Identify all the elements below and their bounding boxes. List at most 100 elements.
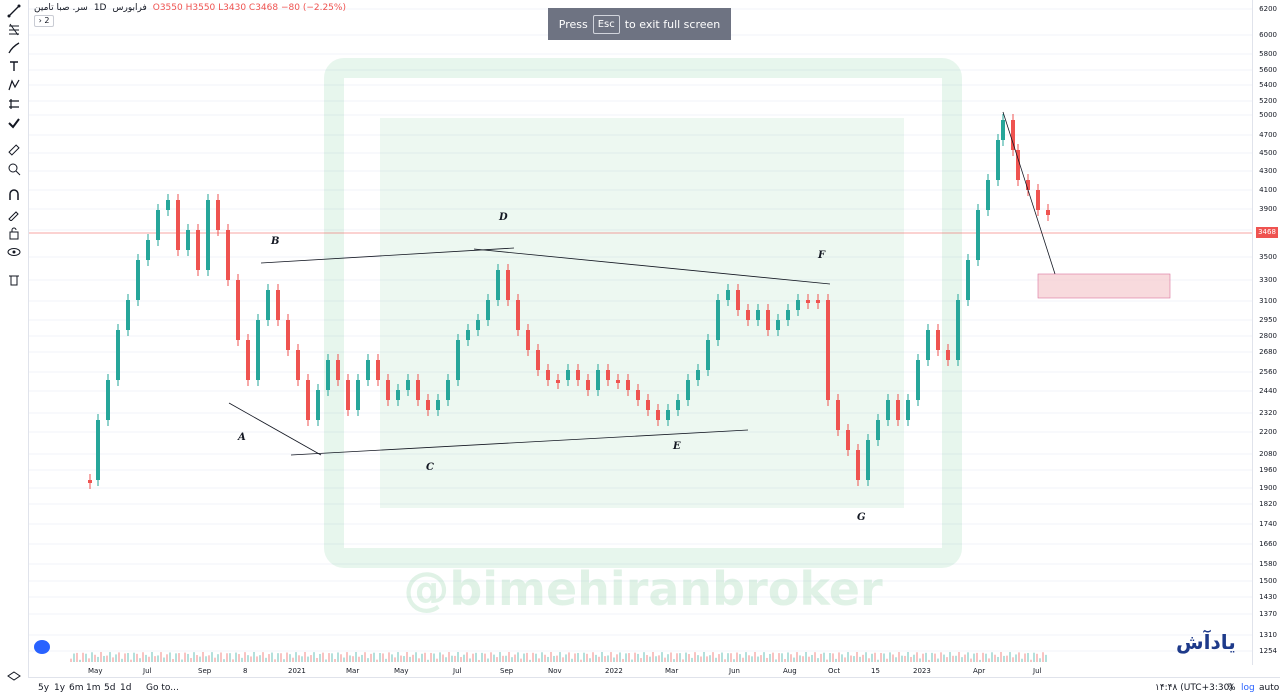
volume-bar: [373, 652, 375, 662]
volume-bar: [310, 655, 312, 662]
y-tick-label: 3100: [1259, 297, 1277, 305]
volume-bar: [604, 656, 606, 662]
volume-bar: [403, 656, 405, 662]
chart-area[interactable]: @bimehiranbroker A B C D E F G: [28, 0, 1252, 665]
candle-body: [266, 290, 270, 320]
pattern-label: C: [426, 462, 434, 473]
log-toggle[interactable]: log: [1241, 683, 1255, 693]
check-icon[interactable]: [4, 114, 24, 132]
trend-line-icon[interactable]: [4, 2, 24, 20]
candle-body: [866, 440, 870, 480]
interval[interactable]: 1D: [93, 3, 107, 13]
volume-bar: [535, 653, 537, 662]
candle-body: [376, 360, 380, 380]
volume-bar: [124, 653, 126, 662]
eye-icon[interactable]: [4, 243, 24, 261]
measure-icon[interactable]: [4, 95, 24, 113]
candle-body: [1046, 210, 1050, 215]
x-tick-label: 15: [871, 667, 880, 675]
volume-bar: [775, 659, 777, 662]
auto-toggle[interactable]: auto: [1259, 683, 1280, 693]
volume-bar: [154, 656, 156, 662]
volume-bar: [763, 652, 765, 662]
y-tick-label: 1580: [1259, 560, 1277, 568]
tf-6m[interactable]: 6m: [69, 683, 84, 693]
tf-1d[interactable]: 1d: [120, 683, 132, 693]
trash-icon[interactable]: [4, 270, 24, 288]
candle-body: [156, 210, 160, 240]
volume-bar: [118, 652, 120, 662]
volume-bar: [328, 653, 330, 662]
price-chart[interactable]: @bimehiranbroker A B C D E F G: [28, 0, 1252, 665]
x-tick-label: Jun: [729, 667, 740, 675]
magnet-icon[interactable]: [4, 186, 24, 204]
volume-bar: [655, 656, 657, 662]
volume-bar: [340, 654, 342, 662]
candle-body: [566, 370, 570, 380]
volume-bar: [997, 656, 999, 662]
goto-button[interactable]: Go to...: [146, 683, 179, 693]
volume-bar: [454, 655, 456, 662]
volume-bar: [526, 652, 528, 662]
volume-bar: [832, 653, 834, 662]
volume-bar: [910, 656, 912, 662]
volume-bar: [427, 659, 429, 662]
text-icon[interactable]: [4, 57, 24, 75]
candle-body: [226, 230, 230, 280]
brush-icon[interactable]: [4, 39, 24, 57]
symbol-name[interactable]: سر. صبا تامین: [34, 3, 88, 13]
tf-1m[interactable]: 1m: [86, 683, 101, 693]
tf-1y[interactable]: 1y: [54, 683, 66, 693]
candle-body: [796, 300, 800, 310]
y-tick-label: 4500: [1259, 149, 1277, 157]
volume-bar: [931, 652, 933, 662]
y-tick-label: 2950: [1259, 316, 1277, 324]
percent-toggle[interactable]: %: [1227, 683, 1236, 693]
volume-bar: [202, 652, 204, 662]
candle-body: [846, 430, 850, 450]
volume-bar: [292, 657, 294, 662]
pattern-icon[interactable]: [4, 76, 24, 94]
volume-bar: [814, 652, 816, 662]
volume-bar: [1045, 654, 1047, 662]
draw-lock-icon[interactable]: [4, 205, 24, 223]
volume-bar: [214, 657, 216, 662]
volume-bar: [1027, 652, 1029, 662]
zoom-icon[interactable]: [4, 160, 24, 178]
tf-5y[interactable]: 5y: [38, 683, 50, 693]
y-tick-label: 5200: [1259, 97, 1277, 105]
volume-bar: [208, 655, 210, 662]
clock: ۱۴:۴۸ (UTC+3:30): [1155, 683, 1233, 693]
tf-5d[interactable]: 5d: [104, 683, 116, 693]
volume-bar: [661, 652, 663, 662]
y-tick-label: 1430: [1259, 593, 1277, 601]
candle-body: [536, 350, 540, 370]
candle-body: [726, 290, 730, 300]
volume-bar: [898, 652, 900, 662]
lock-icon[interactable]: [4, 224, 24, 242]
y-tick-label: 2440: [1259, 387, 1277, 395]
volume-bar: [838, 652, 840, 662]
volume-bar: [250, 656, 252, 662]
volume-bar: [1012, 657, 1014, 662]
volume-bar: [724, 659, 726, 662]
fib-icon[interactable]: [4, 20, 24, 38]
volume-bar: [652, 652, 654, 662]
brand-logo: یادآش: [1176, 630, 1236, 654]
volume-bar: [574, 653, 576, 662]
volume-bar: [265, 657, 267, 662]
cloud-icon[interactable]: [34, 640, 50, 654]
volume-bar: [970, 658, 972, 662]
ruler-icon[interactable]: [4, 141, 24, 159]
collapse-indicators-button[interactable]: › 2: [34, 15, 54, 27]
volume-bar: [370, 653, 372, 662]
price-axis[interactable]: 6200 6000 5800 5600 5400 5200 5000 4700 4500 4300…: [1252, 0, 1280, 665]
candle-body: [166, 200, 170, 210]
volume-bar: [88, 658, 90, 662]
volume-bar: [151, 652, 153, 662]
layers-icon[interactable]: [4, 668, 24, 686]
volume-bar: [181, 659, 183, 662]
candle-body: [396, 390, 400, 400]
volume-bar: [517, 652, 519, 662]
volume-bar: [739, 654, 741, 662]
